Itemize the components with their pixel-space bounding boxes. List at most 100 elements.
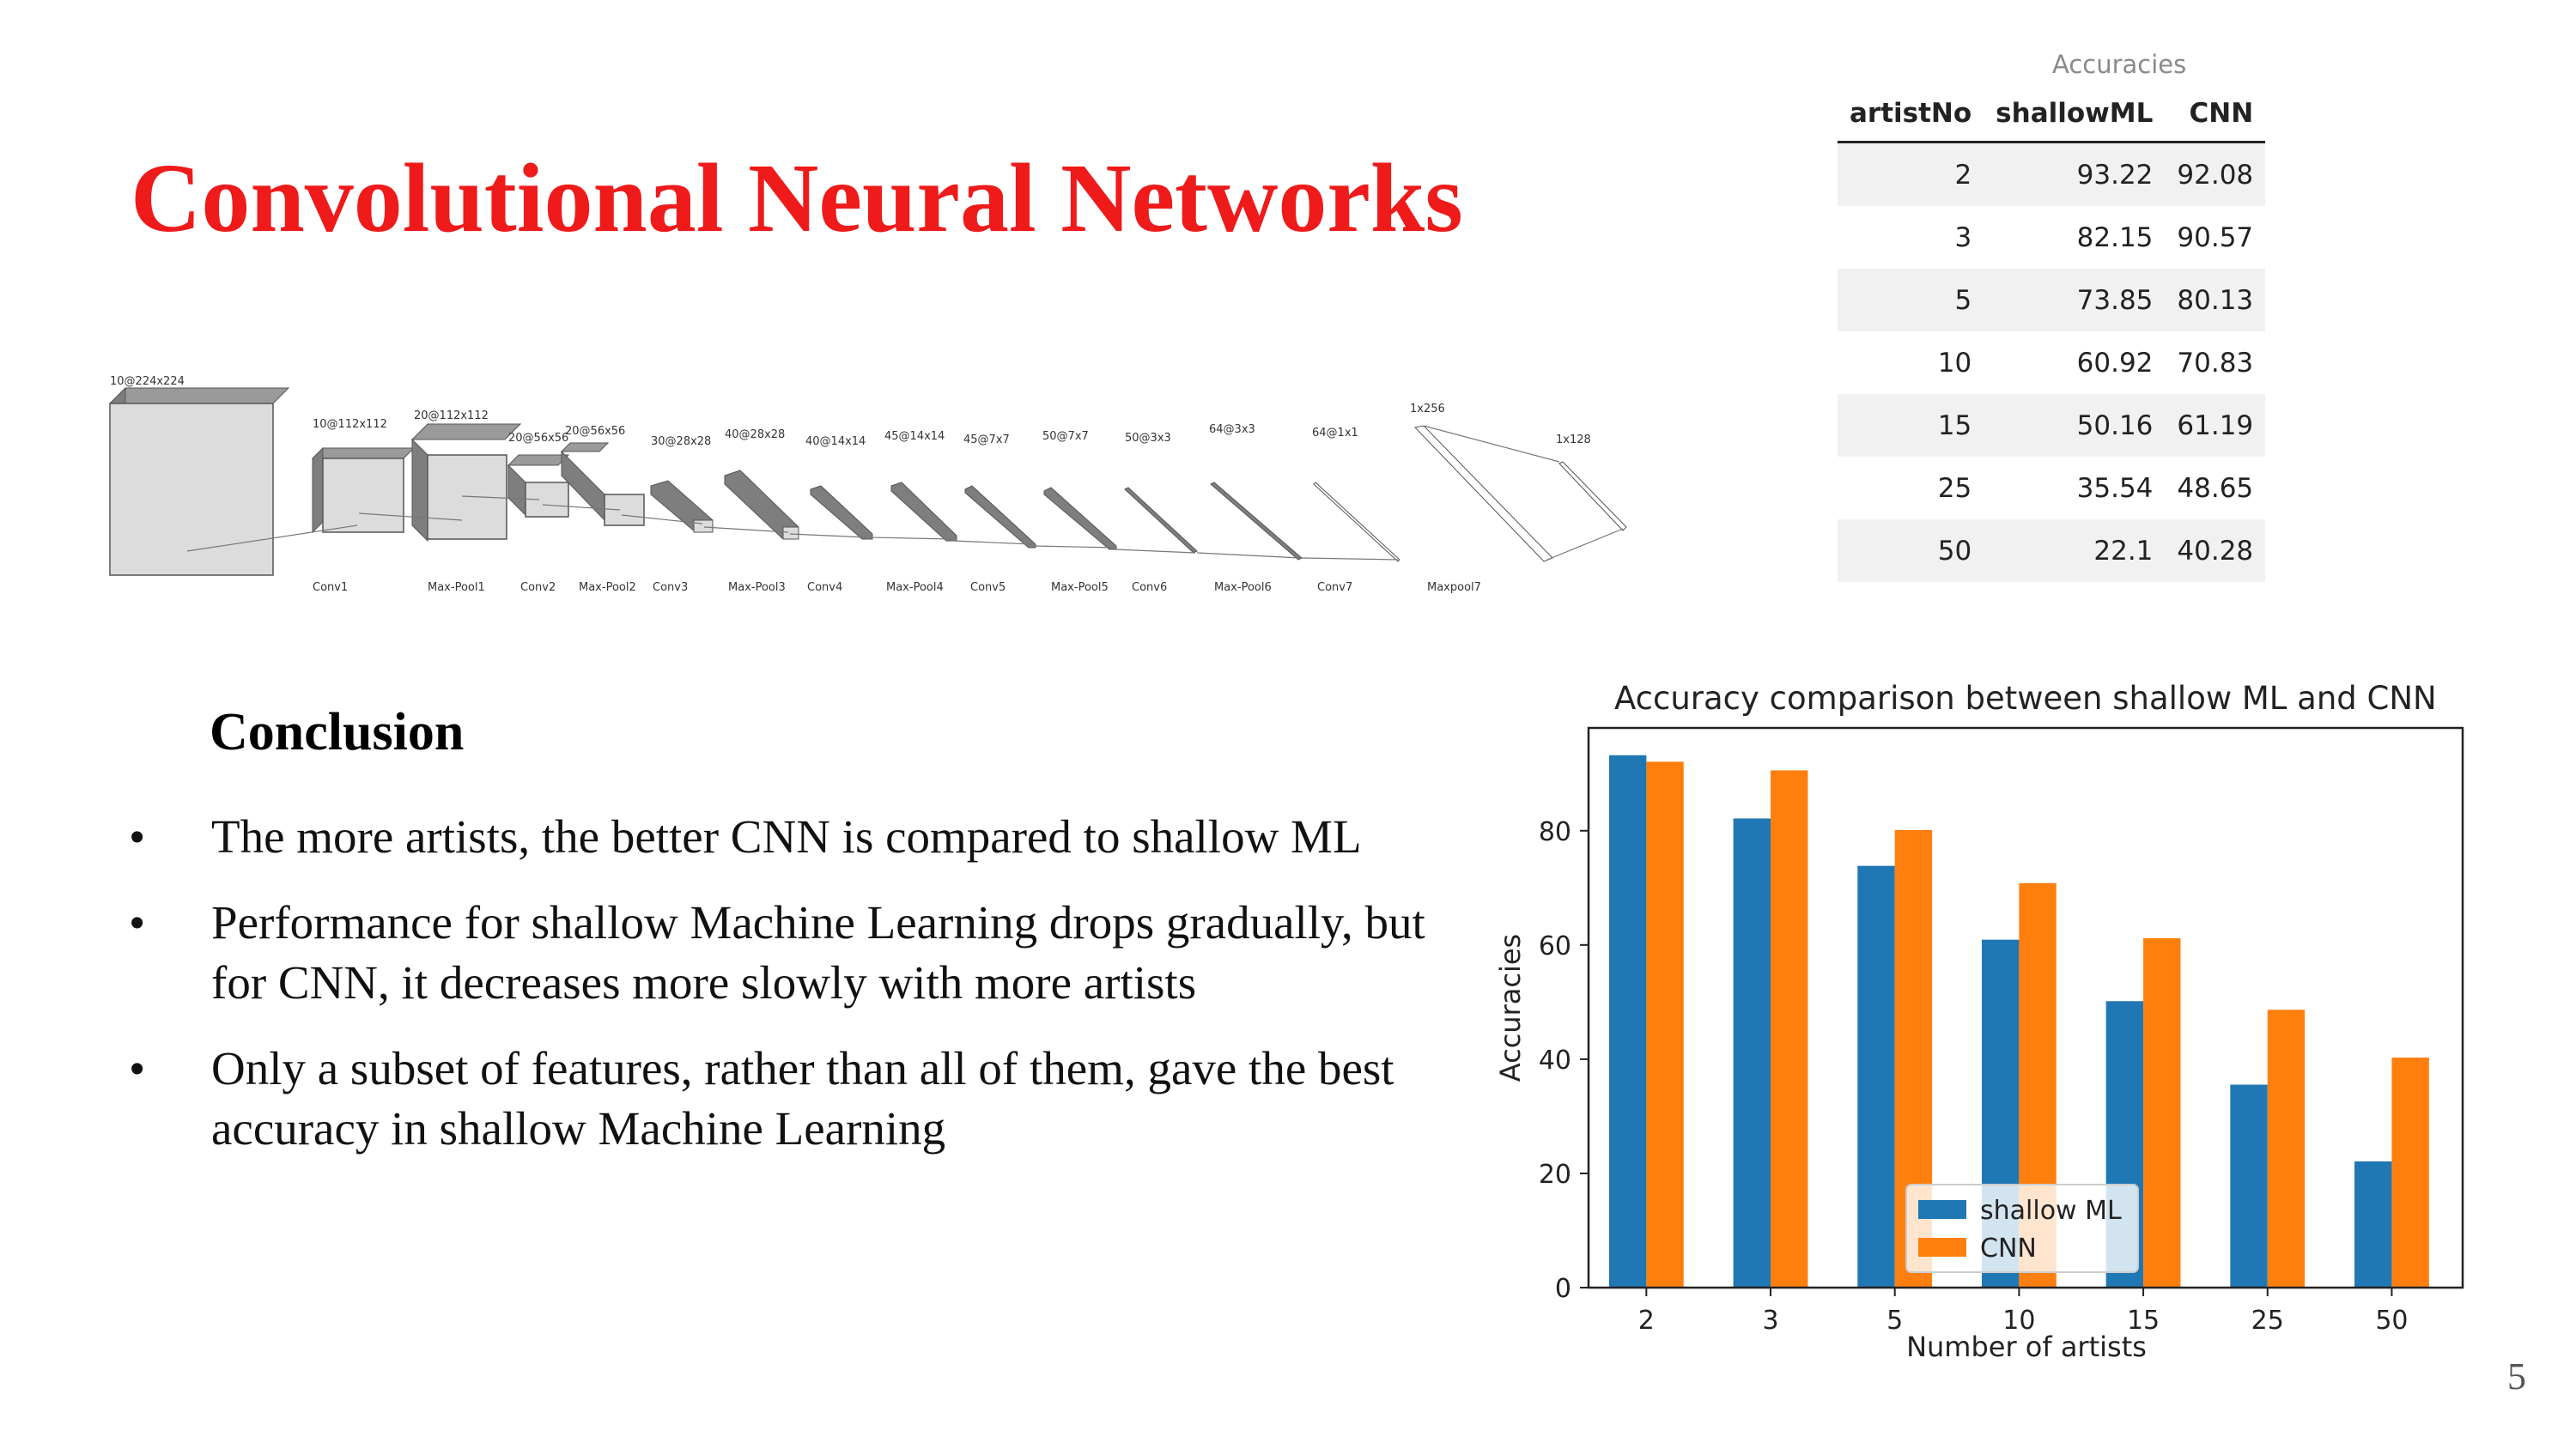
table-cell: 60.92 (2076, 347, 2154, 379)
table-row: 3 82.15 90.57 (1838, 206, 2266, 269)
shape-label: 40@28x28 (725, 428, 785, 441)
table-caption: Accuracies (2052, 50, 2187, 79)
table-row: 10 60.92 70.83 (1838, 331, 2266, 394)
cnn-shape-labels: 10@224x224 10@112x112 20@112x112 20@56x5… (110, 375, 1591, 448)
x-tick-label: 50 (2375, 1306, 2408, 1336)
table-cell: 15 (1937, 409, 1972, 441)
bar-cnn (2391, 1058, 2429, 1288)
table-cell: 48.65 (2177, 472, 2254, 504)
column-header: CNN (2165, 86, 2266, 143)
layer-label: Max-Pool4 (886, 581, 944, 594)
layer-label: Conv6 (1132, 581, 1167, 594)
layer-label: Conv3 (653, 581, 688, 594)
x-tick-label: 10 (2002, 1306, 2035, 1336)
bar-shallow-ml (1608, 755, 1647, 1288)
shape-label: 30@28x28 (651, 435, 711, 448)
table-cell: 10 (1937, 347, 1972, 379)
shape-label: 20@56x56 (508, 432, 568, 445)
layer-label: Max-Pool2 (579, 581, 636, 594)
legend-swatch (1918, 1238, 1966, 1257)
bar-shallow-ml (1857, 865, 1895, 1288)
accuracy-table: artistNo shallowML CNN 2 93.22 92.08 3 82.1… (1838, 86, 2266, 582)
table-cell: 40.28 (2177, 535, 2254, 567)
layer-label: Max-Pool6 (1214, 581, 1272, 594)
x-axis-label: Number of artists (1906, 1331, 2147, 1363)
shape-label: 64@1x1 (1312, 427, 1358, 440)
table-cell: 82.15 (2076, 221, 2154, 253)
y-tick-label: 40 (1539, 1046, 1571, 1076)
bar-cnn (2143, 937, 2181, 1288)
accuracy-bar-chart: 2 3 5 10 15 25 50 0 20 40 60 80 Number of artists Acc… (1494, 726, 2464, 1363)
shape-label: 50@3x3 (1125, 432, 1171, 445)
bullet-text: Performance for shallow Machine Learning… (211, 896, 1425, 1009)
table-header-row: artistNo shallowML CNN (1838, 86, 2266, 143)
table-cell: 35.54 (2076, 472, 2154, 504)
table-row: 2 93.22 92.08 (1838, 142, 2266, 206)
conclusion-heading: Conclusion (210, 703, 465, 761)
y-tick-label: 20 (1539, 1160, 1571, 1190)
chart-title: Accuracy comparison between shallow ML a… (1614, 680, 2437, 717)
cnn-layer-labels: Conv1 Max-Pool1 Conv2 Max-Pool2 Conv3 Ma… (313, 581, 1481, 594)
x-tick-label: 25 (2251, 1306, 2284, 1336)
shape-label: 20@112x112 (414, 409, 489, 422)
table-cell: 73.85 (2076, 284, 2154, 316)
table-row: 15 50.16 61.19 (1838, 394, 2266, 457)
table-cell: 22.1 (2093, 535, 2154, 567)
plot-frame (1587, 726, 2464, 1289)
table-cell: 50 (1937, 535, 1972, 567)
page-number: 5 (2507, 1355, 2526, 1397)
shape-label: 1x128 (1556, 433, 1591, 446)
cnn-layer-blocks (108, 386, 1627, 577)
bar-shallow-ml (2230, 1084, 2268, 1288)
layer-label: Conv5 (970, 581, 1005, 594)
x-tick-label: 2 (1638, 1306, 1655, 1336)
x-tick-label: 3 (1762, 1306, 1778, 1336)
shape-label: 45@14x14 (884, 430, 945, 443)
legend-label: CNN (1980, 1234, 2037, 1264)
table-cell: 70.83 (2177, 347, 2254, 379)
layer-label: Maxpool7 (1427, 581, 1481, 594)
x-tick-label: 5 (1886, 1306, 1903, 1336)
bullet-text: The more artists, the better CNN is comp… (211, 810, 1362, 863)
column-header: artistNo (1838, 86, 1984, 143)
table-row: 50 22.1 40.28 (1838, 519, 2266, 582)
bar-cnn (1771, 770, 1808, 1288)
table-cell: 80.13 (2177, 284, 2254, 316)
table-cell: 50.16 (2076, 409, 2154, 441)
shape-label: 20@56x56 (565, 425, 625, 438)
table-cell: 92.08 (2177, 159, 2254, 191)
shape-label: 1x256 (1410, 403, 1445, 415)
bar-shallow-ml (1733, 818, 1771, 1288)
bullet-item: • Performance for shallow Machine Learnin… (129, 893, 1439, 1013)
table-cell: 2 (1954, 159, 1972, 191)
shape-label: 10@224x224 (110, 375, 185, 388)
bar-cnn (2267, 1009, 2306, 1288)
legend-swatch (1918, 1200, 1966, 1219)
shape-label: 40@14x14 (805, 435, 866, 448)
layer-label: Conv2 (520, 581, 556, 594)
shape-label: 64@3x3 (1209, 423, 1255, 436)
cnn-architecture-diagram: 10@224x224 10@112x112 20@112x112 20@56x5… (108, 375, 1627, 594)
table-row: 5 73.85 80.13 (1838, 269, 2266, 331)
y-tick-label: 0 (1555, 1274, 1571, 1304)
layer-label: Conv7 (1317, 581, 1352, 594)
column-header: shallowML (1984, 86, 2166, 143)
table-cell: 61.19 (2177, 409, 2254, 441)
bullet-item: • Only a subset of features, rather than … (129, 1039, 1439, 1159)
shape-label: 10@112x112 (313, 418, 387, 431)
y-tick-label: 60 (1539, 931, 1571, 961)
bullet-marker: • (129, 896, 146, 949)
layer-label: Conv4 (807, 581, 842, 594)
table-cell: 5 (1954, 284, 1972, 316)
layer-label: Max-Pool5 (1051, 581, 1109, 594)
table-cell: 90.57 (2177, 221, 2254, 253)
bullet-text: Only a subset of features, rather than a… (211, 1042, 1394, 1155)
bullet-marker: • (129, 1042, 146, 1094)
bar-shallow-ml (2354, 1161, 2392, 1288)
bullet-marker: • (129, 810, 146, 863)
slide-title: Convolutional Neural Networks (131, 143, 1463, 252)
x-tick-label: 15 (2127, 1306, 2160, 1336)
shape-label: 45@7x7 (963, 433, 1010, 446)
y-axis-label: Accuracies (1494, 934, 1527, 1082)
table-row: 25 35.54 48.65 (1838, 457, 2266, 519)
